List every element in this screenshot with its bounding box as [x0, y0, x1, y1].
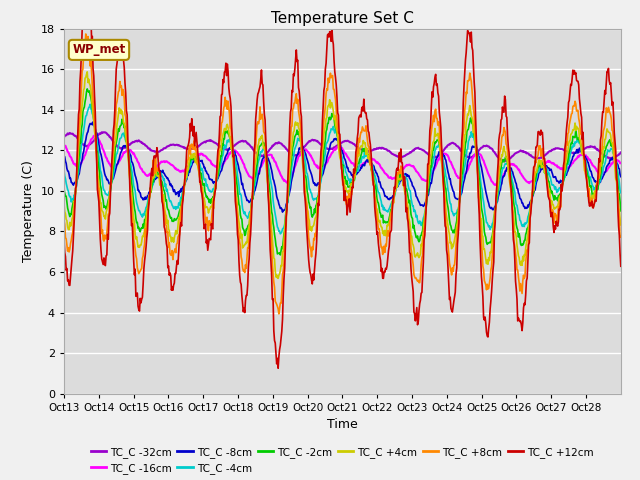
TC_C -32cm — [60, 134, 68, 140]
Line: TC_C +8cm: TC_C +8cm — [64, 34, 621, 314]
Line: TC_C -2cm: TC_C -2cm — [64, 89, 621, 255]
TC_C -4cm — [60, 167, 68, 172]
Line: TC_C -16cm: TC_C -16cm — [64, 136, 621, 185]
TC_C -2cm — [256, 143, 264, 149]
TC_C +12cm — [617, 264, 625, 269]
TC_C +4cm — [126, 180, 134, 185]
TC_C -16cm — [492, 182, 499, 188]
TC_C +12cm — [228, 138, 236, 144]
Line: TC_C -8cm: TC_C -8cm — [64, 122, 621, 212]
TC_C -8cm — [228, 148, 236, 154]
TC_C -2cm — [433, 139, 440, 144]
TC_C -16cm — [60, 144, 68, 149]
TC_C -16cm — [401, 165, 408, 170]
TC_C +4cm — [275, 276, 282, 281]
Text: WP_met: WP_met — [72, 43, 125, 56]
TC_C +12cm — [126, 192, 134, 197]
TC_C -32cm — [401, 153, 408, 159]
TC_C +8cm — [278, 289, 285, 295]
TC_C +12cm — [278, 328, 285, 334]
TC_C +4cm — [278, 263, 285, 269]
TC_C -2cm — [83, 86, 91, 92]
TC_C -4cm — [276, 231, 284, 237]
TC_C -16cm — [432, 163, 440, 169]
TC_C +8cm — [401, 189, 409, 194]
TC_C -2cm — [278, 244, 285, 250]
TC_C +12cm — [256, 84, 264, 90]
TC_C -8cm — [60, 153, 68, 159]
TC_C -2cm — [228, 149, 236, 155]
TC_C +8cm — [617, 234, 625, 240]
TC_C +8cm — [126, 178, 134, 184]
TC_C -32cm — [100, 129, 108, 135]
TC_C -4cm — [228, 144, 236, 150]
TC_C +8cm — [228, 142, 236, 147]
TC_C +12cm — [401, 183, 409, 189]
TC_C -2cm — [617, 208, 625, 214]
TC_C +12cm — [433, 83, 440, 88]
TC_C -2cm — [60, 186, 68, 192]
TC_C -32cm — [432, 154, 440, 159]
TC_C -8cm — [256, 165, 264, 171]
TC_C -8cm — [617, 174, 625, 180]
TC_C +8cm — [256, 104, 264, 110]
TC_C +4cm — [617, 222, 625, 228]
TC_C -16cm — [228, 149, 236, 155]
Legend: TC_C -32cm, TC_C -16cm, TC_C -8cm, TC_C -4cm, TC_C -2cm, TC_C +4cm, TC_C +8cm, T: TC_C -32cm, TC_C -16cm, TC_C -8cm, TC_C … — [86, 443, 598, 478]
TC_C +4cm — [433, 132, 440, 138]
TC_C -4cm — [256, 153, 264, 159]
TC_C -4cm — [617, 190, 625, 196]
TC_C +12cm — [275, 365, 282, 371]
TC_C -4cm — [401, 176, 409, 182]
TC_C -8cm — [433, 156, 440, 162]
TC_C -16cm — [126, 147, 134, 153]
TC_C -16cm — [256, 166, 264, 171]
Y-axis label: Temperature (C): Temperature (C) — [22, 160, 35, 262]
TC_C +4cm — [256, 137, 264, 143]
TC_C -8cm — [401, 171, 409, 177]
TC_C -2cm — [401, 180, 409, 186]
TC_C +8cm — [82, 31, 90, 37]
TC_C -16cm — [90, 133, 98, 139]
TC_C +8cm — [433, 115, 440, 121]
TC_C +8cm — [275, 311, 283, 317]
Line: TC_C -4cm: TC_C -4cm — [64, 104, 621, 234]
TC_C -4cm — [126, 159, 134, 165]
TC_C -32cm — [277, 141, 285, 146]
TC_C -4cm — [278, 229, 285, 235]
X-axis label: Time: Time — [327, 418, 358, 431]
TC_C -32cm — [228, 144, 236, 150]
TC_C -8cm — [277, 205, 285, 211]
TC_C -2cm — [276, 252, 284, 258]
Line: TC_C +12cm: TC_C +12cm — [64, 0, 621, 368]
Line: TC_C +4cm: TC_C +4cm — [64, 72, 621, 278]
TC_C -4cm — [86, 101, 94, 107]
TC_C -32cm — [126, 142, 134, 147]
TC_C -16cm — [617, 160, 625, 166]
TC_C -32cm — [617, 150, 625, 156]
TC_C -8cm — [89, 119, 97, 125]
TC_C -8cm — [126, 152, 134, 157]
TC_C -2cm — [126, 165, 134, 171]
Line: TC_C -32cm: TC_C -32cm — [64, 132, 621, 161]
TC_C -32cm — [256, 153, 264, 159]
TC_C +4cm — [60, 201, 68, 206]
TC_C -16cm — [277, 173, 285, 179]
TC_C +4cm — [83, 69, 91, 75]
TC_C +12cm — [60, 235, 68, 241]
TC_C +4cm — [228, 154, 236, 160]
TC_C -4cm — [433, 144, 440, 150]
TC_C +8cm — [60, 216, 68, 222]
TC_C -32cm — [501, 158, 509, 164]
TC_C +4cm — [401, 192, 409, 197]
Title: Temperature Set C: Temperature Set C — [271, 11, 414, 26]
TC_C -8cm — [278, 209, 286, 215]
